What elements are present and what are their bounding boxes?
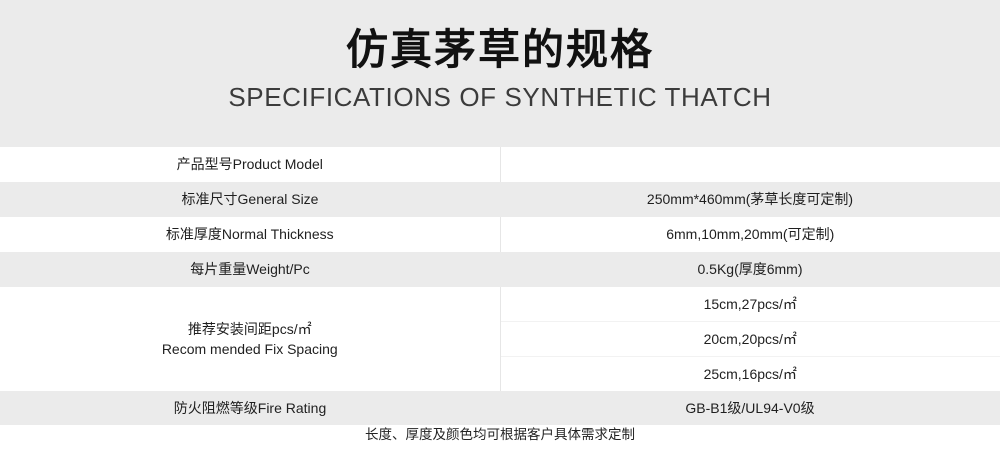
spec-label: 产品型号Product Model [0, 147, 501, 182]
table-row-spacing: 20cm,20pcs/㎡ [0, 321, 1000, 357]
spec-value: 0.5Kg(厚度6mm) [500, 252, 1000, 287]
table-row: 标准厚度Normal Thickness 6mm,10mm,20mm(可定制) [0, 217, 1000, 252]
spec-value [500, 147, 1000, 182]
spec-value: GB-B1级/UL94-V0级 [500, 391, 1000, 426]
table-row-spacing: 推荐安装间距pcs/㎡ Recom mended Fix Spacing 15c… [0, 287, 1000, 391]
spec-label-merged: 推荐安装间距pcs/㎡ Recom mended Fix Spacing [0, 287, 501, 391]
spec-value-spacing: 20cm,20pcs/㎡ [500, 321, 1000, 357]
footer-note: 长度、厚度及颜色均可根据客户具体需求定制 [0, 425, 1000, 446]
table-row: 每片重量Weight/Pc 0.5Kg(厚度6mm) [0, 252, 1000, 287]
spec-label: 每片重量Weight/Pc [0, 252, 500, 287]
spec-value: 250mm*460mm(茅草长度可定制) [500, 182, 1000, 217]
page-title: 仿真茅草的规格 [345, 25, 654, 74]
spec-label-line-en: Recom mended Fix Spacing [161, 341, 338, 357]
page-header: 仿真茅草的规格 SPECIFICATIONS OF SYNTHETIC THAT… [0, 0, 1000, 147]
spec-value: 6mm,10mm,20mm(可定制) [500, 217, 1000, 252]
specifications-table: 产品型号Product Model 标准尺寸General Size 250mm… [0, 147, 1000, 426]
spec-label: 标准尺寸General Size [0, 182, 500, 217]
spec-label: 标准厚度Normal Thickness [0, 217, 501, 252]
spec-label: 防火阻燃等级Fire Rating [0, 391, 500, 426]
table-row: 产品型号Product Model [0, 147, 1000, 182]
table-row: 标准尺寸General Size 250mm*460mm(茅草长度可定制) [0, 182, 1000, 217]
table-row-spacing: 25cm,16pcs/㎡ [0, 356, 1000, 391]
spec-value-spacing: 15cm,27pcs/㎡ [500, 287, 1000, 322]
spec-value-spacing: 25cm,16pcs/㎡ [500, 356, 1000, 391]
page-subtitle: SPECIFICATIONS OF SYNTHETIC THATCH [228, 82, 772, 113]
table-row: 防火阻燃等级Fire Rating GB-B1级/UL94-V0级 [0, 391, 1000, 426]
spec-label-line-cn: 推荐安装间距pcs/㎡ [187, 320, 312, 337]
